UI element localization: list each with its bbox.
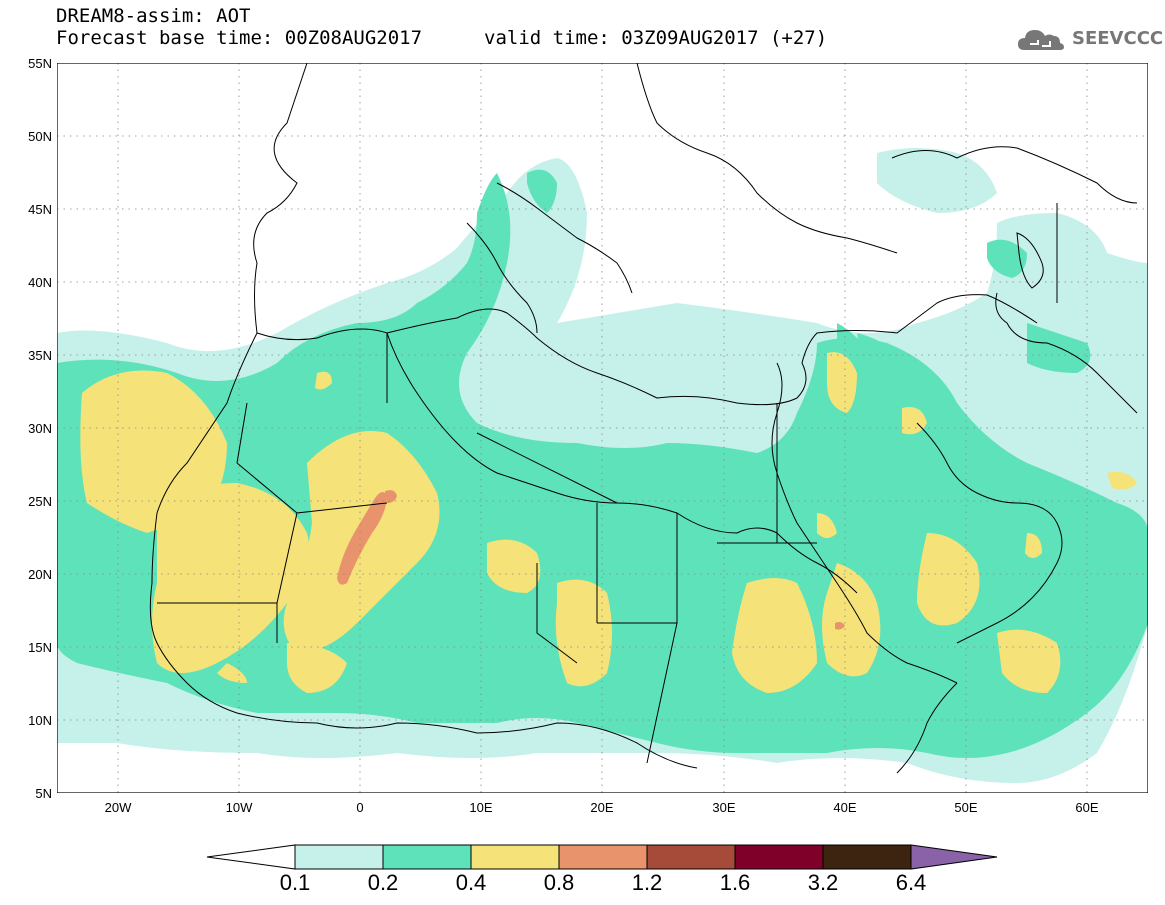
seevccc-logo: SEEVCCC bbox=[1016, 24, 1163, 56]
lon-label-30e: 30E bbox=[712, 800, 736, 815]
lon-label-10e: 10E bbox=[469, 800, 493, 815]
lon-label-60e: 60E bbox=[1075, 800, 1099, 815]
lon-label-20w: 20W bbox=[104, 800, 132, 815]
cloud-icon bbox=[1018, 30, 1064, 50]
lon-label-20e: 20E bbox=[590, 800, 614, 815]
colorbar-label-0.8: 0.8 bbox=[543, 870, 575, 895]
colorbar-bin-4 bbox=[646, 844, 736, 870]
colorbar-label-0.1: 0.1 bbox=[279, 870, 311, 895]
graticule bbox=[57, 63, 1148, 793]
lon-label-40e: 40E bbox=[833, 800, 857, 815]
colorbar-bin-3 bbox=[558, 844, 648, 870]
lat-label-55n: 55N bbox=[28, 56, 52, 71]
lat-label-35n: 35N bbox=[28, 348, 52, 363]
colorbar bbox=[206, 844, 998, 870]
lat-label-20n: 20N bbox=[28, 567, 52, 582]
colorbar-over-arrow bbox=[910, 844, 998, 870]
coastlines bbox=[149, 63, 1138, 774]
colorbar-label-0.2: 0.2 bbox=[367, 870, 399, 895]
colorbar-under-arrow bbox=[206, 844, 296, 870]
lat-label-5n: 5N bbox=[35, 786, 52, 801]
colorbar-label-3.2: 3.2 bbox=[807, 870, 839, 895]
lon-label-10w: 10W bbox=[225, 800, 253, 815]
lon-label-50e: 50E bbox=[954, 800, 978, 815]
colorbar-label-6.4: 6.4 bbox=[895, 870, 927, 895]
lat-label-30n: 30N bbox=[28, 421, 52, 436]
colorbar-bin-2 bbox=[470, 844, 560, 870]
lat-label-15n: 15N bbox=[28, 640, 52, 655]
colorbar-bin-5 bbox=[734, 844, 824, 870]
aot-layer-0.4 bbox=[80, 352, 1137, 693]
lat-label-25n: 25N bbox=[28, 494, 52, 509]
aot-layer-0.8 bbox=[337, 490, 845, 630]
lat-label-10n: 10N bbox=[28, 713, 52, 728]
valid-time: valid time: 03Z09AUG2017 (+27) bbox=[484, 27, 828, 49]
colorbar-bin-0 bbox=[294, 844, 384, 870]
colorbar-bin-6 bbox=[822, 844, 912, 870]
aot-map bbox=[57, 63, 1148, 793]
lat-label-50n: 50N bbox=[28, 129, 52, 144]
colorbar-label-1.6: 1.6 bbox=[719, 870, 751, 895]
forecast-base-time: Forecast base time: 00Z08AUG2017 bbox=[56, 27, 423, 49]
map-title: DREAM8-assim: AOT bbox=[56, 5, 251, 27]
colorbar-label-0.4: 0.4 bbox=[455, 870, 487, 895]
colorbar-label-1.2: 1.2 bbox=[631, 870, 663, 895]
lon-label-0: 0 bbox=[356, 800, 364, 815]
colorbar-bin-1 bbox=[382, 844, 472, 870]
lat-label-45n: 45N bbox=[28, 202, 52, 217]
lat-label-40n: 40N bbox=[28, 275, 52, 290]
logo-text: SEEVCCC bbox=[1072, 28, 1164, 49]
